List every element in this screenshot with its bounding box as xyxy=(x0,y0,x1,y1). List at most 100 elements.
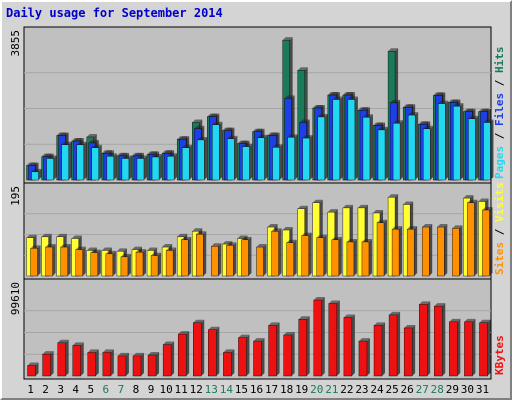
bar-pages-day-7 xyxy=(121,155,132,181)
bar-kbytes-day-21 xyxy=(328,300,340,377)
bar-kbytes-day-4 xyxy=(72,342,84,377)
bar-pages-day-22 xyxy=(347,96,358,181)
bar-pages-day-1 xyxy=(31,168,42,181)
bar-sites-day-8 xyxy=(135,249,146,277)
bar-kbytes-day-28 xyxy=(434,303,446,377)
legend-entry-pages: Pages xyxy=(493,146,506,179)
bar-sites-day-9 xyxy=(150,252,162,277)
x-tick-label: 24 xyxy=(370,383,384,396)
bar-pages-day-4 xyxy=(76,141,87,181)
bar-kbytes-day-6 xyxy=(102,349,114,377)
bar-sites-day-31 xyxy=(482,207,493,277)
x-tick-label: 28 xyxy=(431,383,444,396)
bar-pages-day-23 xyxy=(362,114,373,181)
x-tick-label: 31 xyxy=(476,383,489,396)
bar-pages-day-11 xyxy=(181,144,193,181)
bar-sites-day-13 xyxy=(211,243,222,277)
bar-pages-day-10 xyxy=(166,153,178,181)
bar-kbytes-day-2 xyxy=(42,351,54,377)
legend-entry-visits: Visits xyxy=(493,182,506,222)
x-tick-label: 10 xyxy=(159,383,172,396)
legend-separator: / xyxy=(493,126,506,146)
x-tick-label: 26 xyxy=(401,383,414,396)
bar-sites-day-15 xyxy=(241,236,252,277)
bar-kbytes-day-12 xyxy=(193,319,205,377)
y-max-label-middle: 195 xyxy=(9,186,22,206)
x-tick-label: 21 xyxy=(325,383,338,396)
bar-sites-day-4 xyxy=(75,246,86,277)
bar-pages-day-29 xyxy=(453,103,464,181)
bar-sites-day-24 xyxy=(376,219,388,277)
bar-pages-day-30 xyxy=(468,115,479,181)
x-tick-label: 20 xyxy=(310,383,323,396)
bar-kbytes-day-25 xyxy=(388,311,401,377)
bar-kbytes-day-17 xyxy=(268,322,280,377)
x-tick-label: 17 xyxy=(265,383,278,396)
bar-kbytes-day-30 xyxy=(464,318,476,377)
y-max-label-bottom: 99610 xyxy=(9,282,22,315)
bar-kbytes-day-19 xyxy=(298,316,310,377)
legend-separator: / xyxy=(493,222,506,242)
bar-kbytes-day-24 xyxy=(373,322,386,377)
panel-middle: 195 Sites / Visits xyxy=(9,182,506,280)
x-tick-label: 18 xyxy=(280,383,293,396)
bar-sites-day-10 xyxy=(165,247,177,277)
x-tick-label: 7 xyxy=(118,383,125,396)
bar-sites-day-2 xyxy=(45,244,56,277)
bar-pages-day-2 xyxy=(46,155,57,181)
bar-kbytes-day-13 xyxy=(208,326,220,377)
x-tick-label: 15 xyxy=(235,383,248,396)
bar-pages-day-26 xyxy=(407,112,419,181)
x-tick-label: 16 xyxy=(250,383,263,396)
x-tick-label: 25 xyxy=(385,383,398,396)
bar-pages-day-6 xyxy=(106,153,117,181)
bar-sites-day-7 xyxy=(120,253,131,277)
bar-sites-day-11 xyxy=(180,236,192,277)
bar-pages-day-16 xyxy=(257,134,268,181)
bar-pages-day-8 xyxy=(136,155,147,181)
x-tick-label: 12 xyxy=(190,383,203,396)
x-tick-label: 29 xyxy=(446,383,459,396)
x-tick-label: 5 xyxy=(87,383,94,396)
bar-kbytes-day-16 xyxy=(253,338,265,377)
bar-pages-day-27 xyxy=(423,125,434,181)
x-tick-label: 4 xyxy=(72,383,79,396)
bar-pages-day-19 xyxy=(302,135,313,181)
bar-pages-day-12 xyxy=(197,136,208,181)
x-tick-label: 30 xyxy=(461,383,474,396)
x-tick-label: 13 xyxy=(205,383,218,396)
bar-sites-day-29 xyxy=(452,225,463,277)
bar-sites-day-23 xyxy=(361,238,372,277)
x-tick-label: 27 xyxy=(416,383,429,396)
y-max-label-top: 3855 xyxy=(9,30,22,57)
bar-kbytes-day-20 xyxy=(313,297,325,377)
x-tick-label: 23 xyxy=(355,383,368,396)
bar-sites-day-5 xyxy=(90,249,101,277)
bar-kbytes-day-31 xyxy=(479,319,491,377)
x-tick-label: 2 xyxy=(42,383,49,396)
bar-sites-day-18 xyxy=(286,239,297,277)
bar-sites-day-22 xyxy=(346,238,357,277)
x-tick-label: 3 xyxy=(57,383,64,396)
bar-kbytes-day-10 xyxy=(162,341,175,377)
bar-sites-day-17 xyxy=(271,228,282,277)
panel-top: 3855 Pages / Files / Hits xyxy=(9,26,506,184)
bar-sites-day-19 xyxy=(301,232,312,277)
bar-kbytes-day-14 xyxy=(223,349,235,377)
legend-entry-sites: Sites xyxy=(493,242,506,275)
series-pages xyxy=(31,96,494,181)
bar-kbytes-day-1 xyxy=(27,362,39,377)
bar-kbytes-day-3 xyxy=(57,339,69,377)
chart-panels: 3855 Pages / Files / Hits 195 Sites / Visit… xyxy=(9,26,506,380)
bar-pages-day-28 xyxy=(438,100,449,181)
chart-title: Daily usage for September 2014 xyxy=(6,6,223,20)
bar-kbytes-day-11 xyxy=(177,331,190,377)
bar-pages-day-18 xyxy=(287,134,298,181)
bar-sites-day-26 xyxy=(406,226,418,277)
legend-middle: Sites / Visits xyxy=(493,182,506,275)
legend-top: Pages / Files / Hits xyxy=(493,47,506,180)
bar-kbytes-day-29 xyxy=(449,318,461,377)
x-tick-label: 19 xyxy=(295,383,308,396)
